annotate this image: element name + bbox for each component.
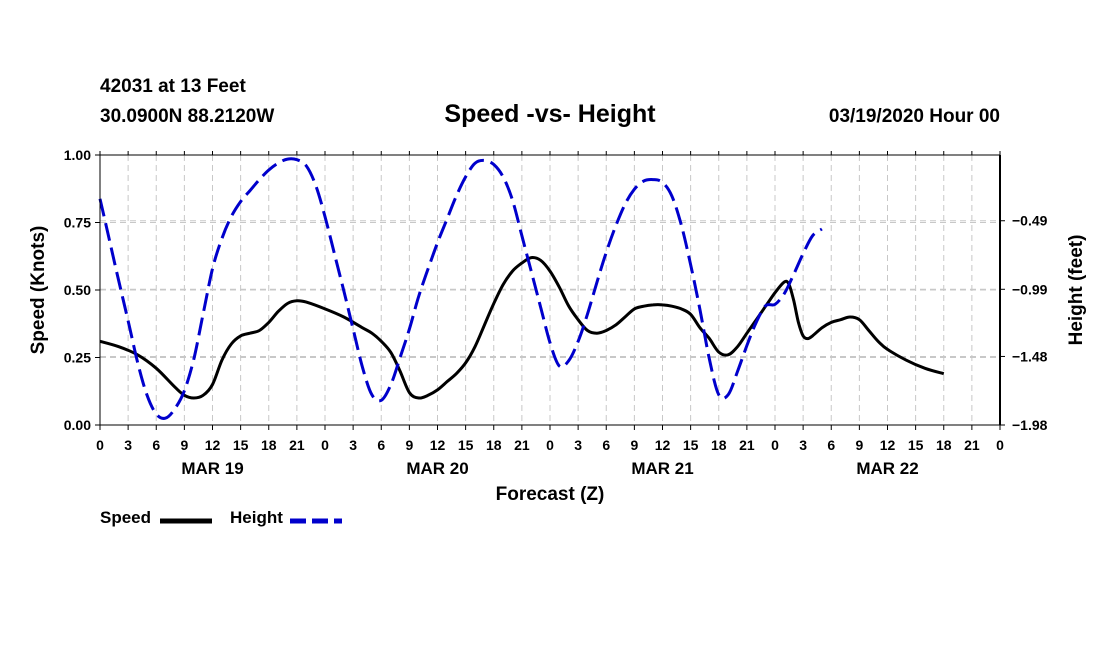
x-tick-label: 0 xyxy=(546,437,554,453)
x-tick-label: 15 xyxy=(233,437,249,453)
series-line-speed xyxy=(99,256,945,400)
x-tick-label: 15 xyxy=(458,437,474,453)
x-tick-label: 21 xyxy=(289,437,305,453)
x-tick-label: 3 xyxy=(574,437,582,453)
y-left-tick-label: 0.00 xyxy=(64,417,91,433)
x-tick-label: 18 xyxy=(486,437,502,453)
y-left-tick-label: 0.25 xyxy=(64,350,91,366)
x-tick-label: 12 xyxy=(880,437,896,453)
x-tick-label: 0 xyxy=(996,437,1004,453)
x-tick-label: 21 xyxy=(514,437,530,453)
x-axis-title: Forecast (Z) xyxy=(496,484,605,505)
x-tick-label: 9 xyxy=(855,437,863,453)
series-lines xyxy=(98,157,945,420)
x-tick-label: 18 xyxy=(261,437,277,453)
series-line-height xyxy=(98,157,823,420)
x-tick-label: 21 xyxy=(739,437,755,453)
legend-height-label: Height xyxy=(230,508,283,527)
x-tick-label: 12 xyxy=(205,437,221,453)
station-label: 42031 at 13 Feet xyxy=(100,76,246,97)
grid-lines xyxy=(100,155,1000,425)
y-axis-left-title: Speed (Knots) xyxy=(28,226,49,355)
day-label: MAR 21 xyxy=(631,459,693,478)
axis-ticks xyxy=(95,151,1005,430)
x-tick-label: 18 xyxy=(936,437,952,453)
x-tick-label: 9 xyxy=(180,437,188,453)
y-left-tick-label: 0.50 xyxy=(64,282,91,298)
x-tick-label: 18 xyxy=(711,437,727,453)
x-tick-label: 15 xyxy=(908,437,924,453)
x-tick-label: 21 xyxy=(964,437,980,453)
coordinates-label: 30.0900N 88.2120W xyxy=(100,106,275,127)
x-tick-label: 0 xyxy=(321,437,329,453)
x-tick-label: 6 xyxy=(377,437,385,453)
y-left-tick-label: 1.00 xyxy=(64,147,91,163)
x-tick-label: 0 xyxy=(96,437,104,453)
x-tick-label: 12 xyxy=(430,437,446,453)
x-tick-label: 9 xyxy=(405,437,413,453)
y-right-tick-label: −0.99 xyxy=(1012,281,1048,297)
day-label: MAR 22 xyxy=(856,459,918,478)
x-tick-label: 6 xyxy=(602,437,610,453)
x-tick-label: 15 xyxy=(683,437,699,453)
x-tick-label: 3 xyxy=(124,437,132,453)
x-tick-label: 6 xyxy=(152,437,160,453)
y-right-tick-label: −0.49 xyxy=(1012,213,1048,229)
y-right-tick-label: −1.48 xyxy=(1012,348,1048,364)
x-tick-label: 12 xyxy=(655,437,671,453)
legend-speed-label: Speed xyxy=(100,508,152,527)
x-tick-label: 9 xyxy=(630,437,638,453)
axis-labels: Forecast (Z) Speed (Knots) Height (feet)… xyxy=(28,147,1087,505)
x-tick-label: 6 xyxy=(827,437,835,453)
day-label: MAR 20 xyxy=(406,459,468,478)
x-tick-label: 3 xyxy=(349,437,357,453)
day-label: MAR 19 xyxy=(181,459,243,478)
y-right-tick-label: −1.98 xyxy=(1012,417,1048,433)
run-date-label: 03/19/2020 Hour 00 xyxy=(828,106,1000,127)
chart-title: Speed -vs- Height xyxy=(444,100,656,128)
y-axis-right-title: Height (feet) xyxy=(1066,235,1087,346)
y-left-tick-label: 0.75 xyxy=(64,215,91,231)
x-tick-label: 3 xyxy=(799,437,807,453)
x-tick-label: 0 xyxy=(771,437,779,453)
